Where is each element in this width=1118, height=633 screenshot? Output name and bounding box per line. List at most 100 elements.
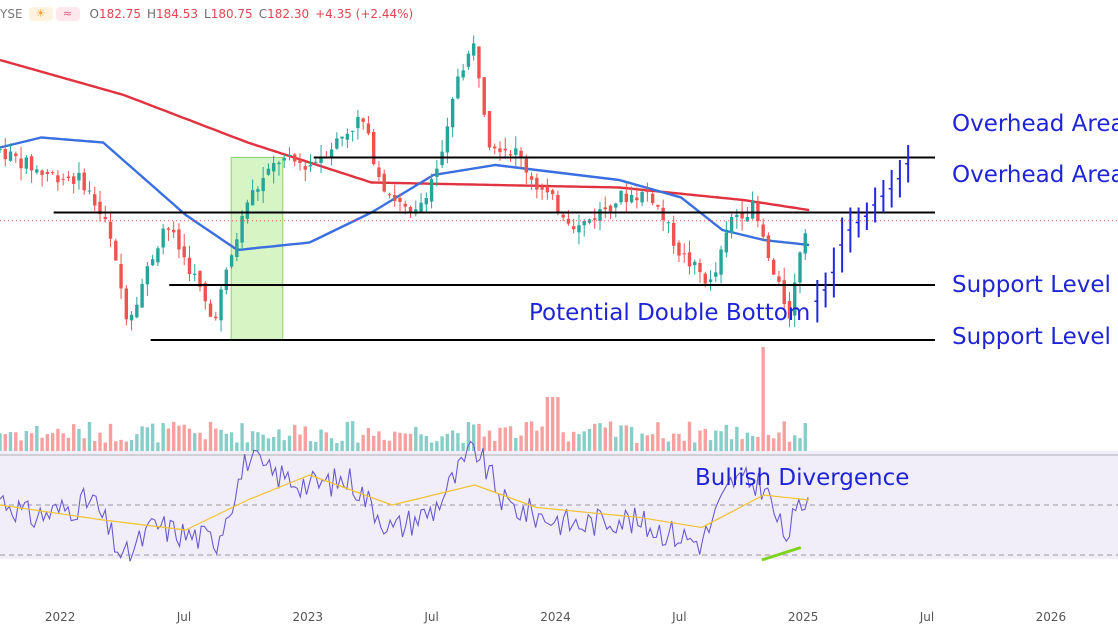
rsi-layer [0,440,1118,562]
candle-body [82,172,86,191]
low-key: L [204,7,211,21]
volume-bar [614,436,618,455]
volume-bar [8,432,13,455]
candle-body [556,195,560,213]
volume-bar [93,441,97,455]
candle-body [308,164,313,167]
volume-bar [719,431,723,455]
volume-bar [24,430,29,455]
volume-bar [345,421,350,455]
close-key: C [258,7,268,21]
candle-body [777,276,781,282]
volume-bar [214,428,218,455]
candle-body [424,198,429,205]
volume-bar [629,426,634,455]
candle-body [298,159,302,164]
candle-body [314,161,318,163]
volume-bar [519,435,523,455]
wave-icon[interactable]: ≈ [55,7,80,21]
x-tick-label: Jul [919,610,934,624]
x-axis-ticks: 2022 Jul 2023 Jul 2024 Jul 2025 Jul 2026 [45,610,1066,624]
candle-body [761,224,765,237]
volume-bar [329,438,334,455]
volume-bar [98,432,102,455]
candle-body [129,314,134,321]
candle-body [156,248,160,263]
candle-body [224,269,229,291]
volume-bar [740,439,744,455]
candle-body [71,176,76,184]
volume-bar [514,437,518,455]
volume-bar [261,434,265,455]
volume-bar [745,432,750,455]
volume-bar [245,442,250,455]
volume-bar [724,424,729,455]
sun-cloud-icon[interactable]: ☀ [28,7,53,21]
volume-bar [371,435,376,455]
candle-body [619,190,623,203]
candle-body [287,154,292,157]
candle-body [640,191,644,203]
volume-bar [493,440,497,455]
volume-bar [377,431,381,455]
volume-bar [0,433,2,455]
volume-bar [682,440,686,455]
open-value: 182.75 [98,7,141,21]
volume-bar [714,430,718,455]
candle-body [350,130,355,132]
candle-body [614,203,618,208]
volume-bar [103,442,107,455]
candle-body [745,216,750,222]
candle-body [508,154,513,156]
candle-body [577,225,581,233]
volume-bar [82,438,86,455]
moving-average-long [0,58,810,212]
volume-bar [498,427,502,455]
volume-bar [566,441,571,455]
volume-bar [324,432,329,455]
volume-bar [445,433,450,455]
volume-bar [356,442,360,455]
candle-body [166,228,171,230]
candle-body [356,116,360,129]
volume-bar [271,436,276,455]
volume-bar [429,442,434,455]
overhead-area-label-1: Overhead Area [952,111,1118,137]
candle-body [750,201,755,219]
candle-body [214,316,218,319]
volume-bar [450,430,455,455]
volume-bar [593,423,597,455]
candle-body [329,149,334,159]
volume-bar [77,428,81,455]
candle-body [187,257,192,275]
candle-body [14,153,18,157]
x-tick-label: Jul [423,610,438,624]
volume-bar [235,442,239,455]
volume-bar [403,433,407,455]
candle-body [66,176,71,179]
x-tick-label: Jul [176,610,191,624]
candle-body [108,221,113,239]
volume-bar [150,423,155,455]
candle-body [277,162,281,165]
volume-bar [735,426,739,455]
volume-bar [250,431,255,455]
volume-layer [0,347,807,455]
volume-bar [661,438,665,455]
candle-body [793,282,797,316]
volume-bar [282,440,286,455]
volume-bar [671,433,676,455]
candle-body [650,193,655,204]
candle-body [266,168,271,175]
candle-body [135,304,139,318]
volume-bar [508,426,513,455]
candle-body [766,235,771,258]
volume-bar [561,432,565,455]
candle-body [335,138,339,149]
candle-body [235,239,239,258]
volume-bar [419,434,423,455]
exchange-label[interactable]: YSE [0,7,23,21]
bullish-divergence-label: Bullish Divergence [695,465,909,491]
